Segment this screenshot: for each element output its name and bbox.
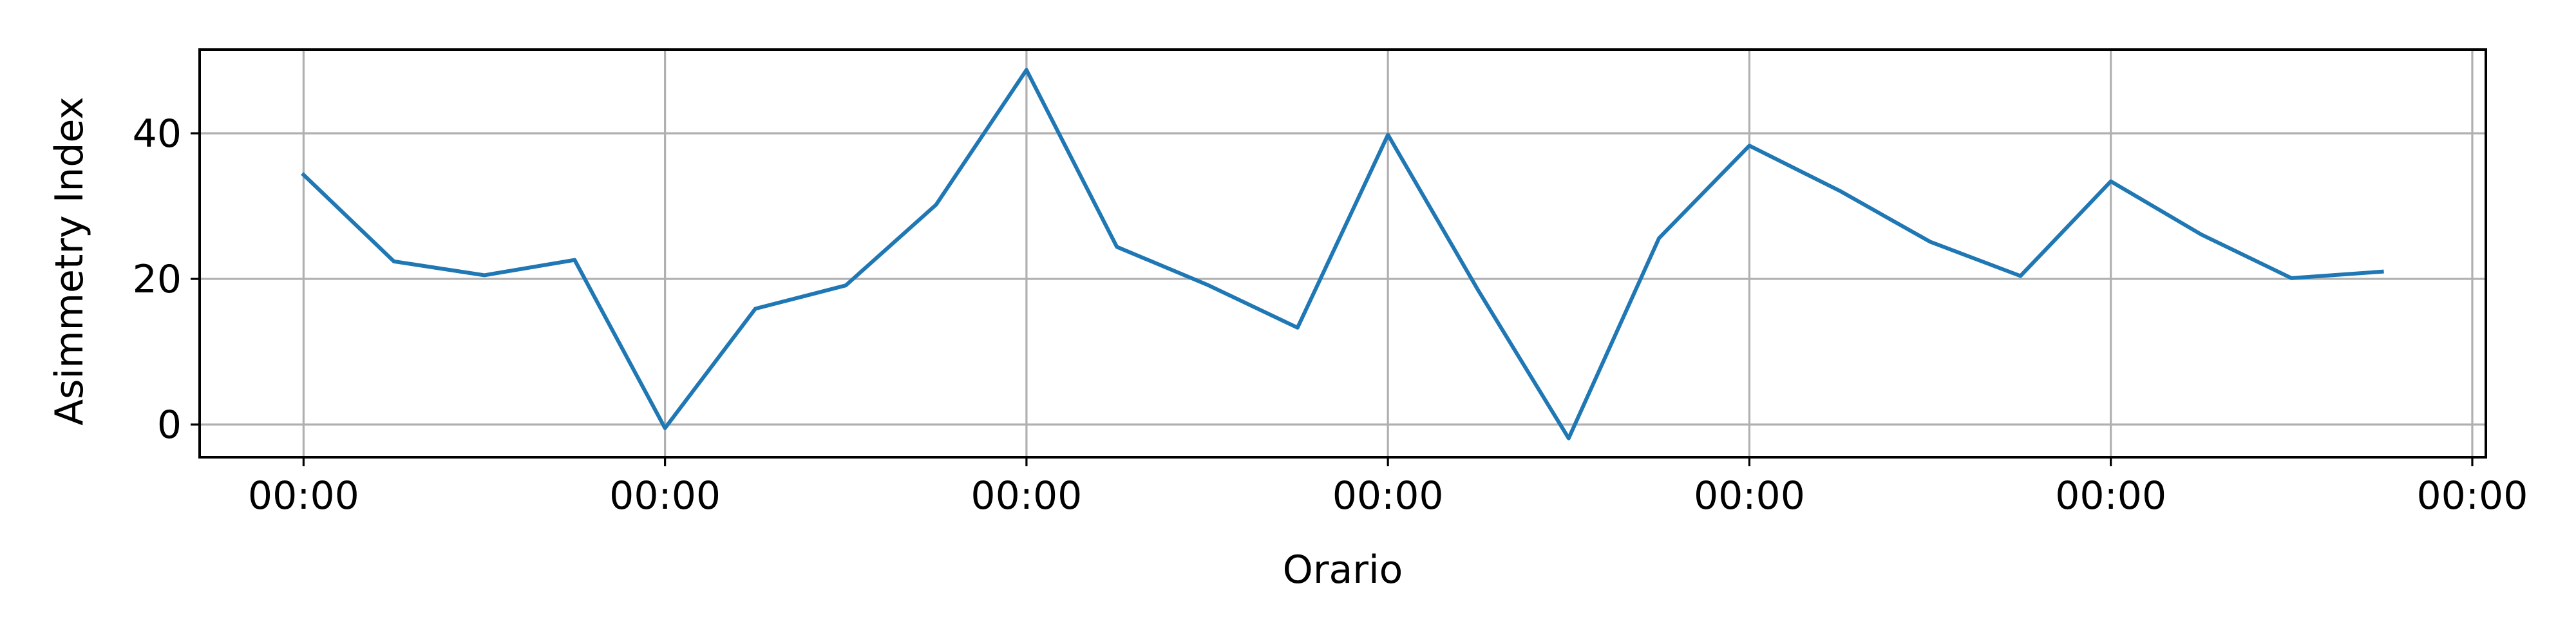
series-layer	[301, 68, 2384, 440]
ticks-layer: 00:00 00:00 00:00 00:00 00:00 00:00 00:00 0 20 40	[133, 111, 2528, 518]
x-tick-label: 00:00	[2416, 473, 2528, 518]
x-tick-label: 00:00	[609, 473, 721, 518]
y-axis-label: Asimmetry Index	[47, 97, 92, 426]
y-tick-label: 0	[157, 402, 182, 448]
x-tick-label: 00:00	[1694, 473, 1805, 518]
x-axis-label: Orario	[1283, 547, 1403, 592]
series-line	[301, 68, 2384, 440]
x-tick-label: 00:00	[248, 473, 359, 518]
x-tick-label: 00:00	[971, 473, 1082, 518]
plot-frame	[198, 48, 2487, 459]
x-tick-label: 00:00	[1332, 473, 1444, 518]
grid-layer	[200, 50, 2486, 457]
y-tick-label: 20	[133, 257, 182, 302]
x-tick-label: 00:00	[2055, 473, 2166, 518]
y-tick-label: 40	[133, 111, 182, 156]
